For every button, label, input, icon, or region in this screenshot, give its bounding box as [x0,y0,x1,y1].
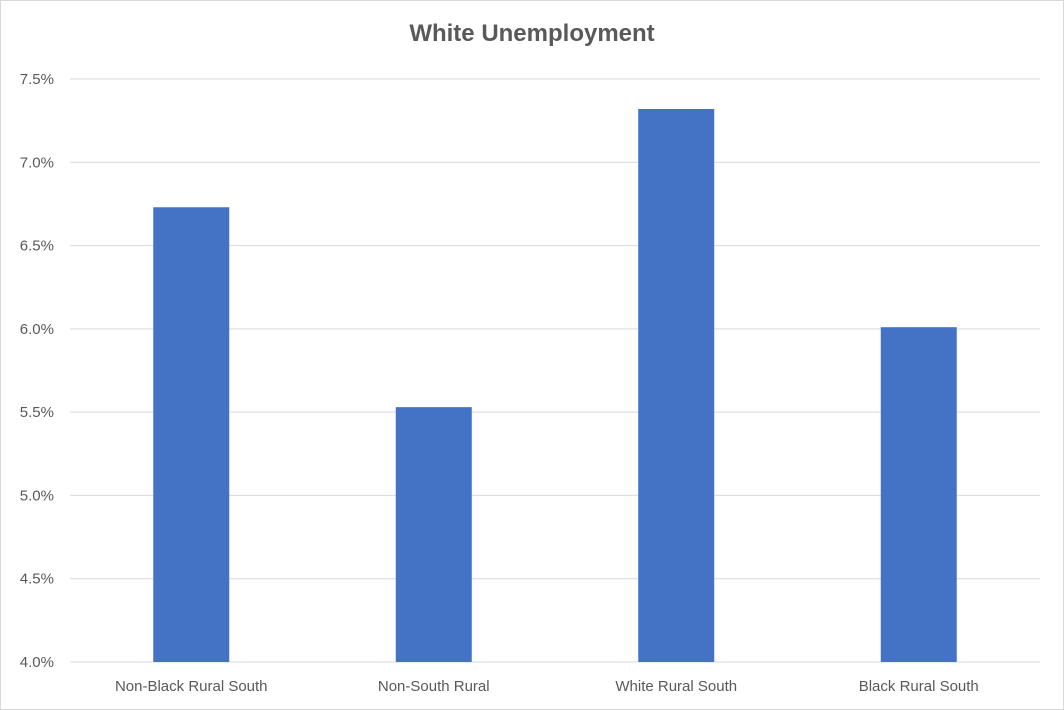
x-category-label: Non-Black Rural South [115,678,268,695]
y-axis-ticks: 4.0% 4.5% 5.0% 5.5% 6.0% 6.5% 7.0% 7.5% [20,71,54,671]
gridlines [70,78,1040,663]
y-tick-label: 4.5% [20,571,54,588]
bar [880,327,957,662]
bars [153,108,957,663]
y-tick-label: 7.0% [20,154,54,171]
x-category-label: Non-South Rural [378,678,490,695]
bar [153,207,230,662]
y-tick-label: 4.0% [20,654,54,671]
x-category-label: Black Rural South [859,678,979,695]
chart-title: White Unemployment [409,20,655,47]
bar [395,407,472,662]
y-tick-label: 5.5% [20,404,54,421]
y-tick-label: 6.5% [20,238,54,255]
x-axis-categories: Non-Black Rural South Non-South Rural Whit… [115,678,979,695]
bar [638,108,715,663]
x-category-label: White Rural South [615,678,737,695]
y-tick-label: 6.0% [20,321,54,338]
y-tick-label: 7.5% [20,71,54,88]
y-tick-label: 5.0% [20,487,54,504]
